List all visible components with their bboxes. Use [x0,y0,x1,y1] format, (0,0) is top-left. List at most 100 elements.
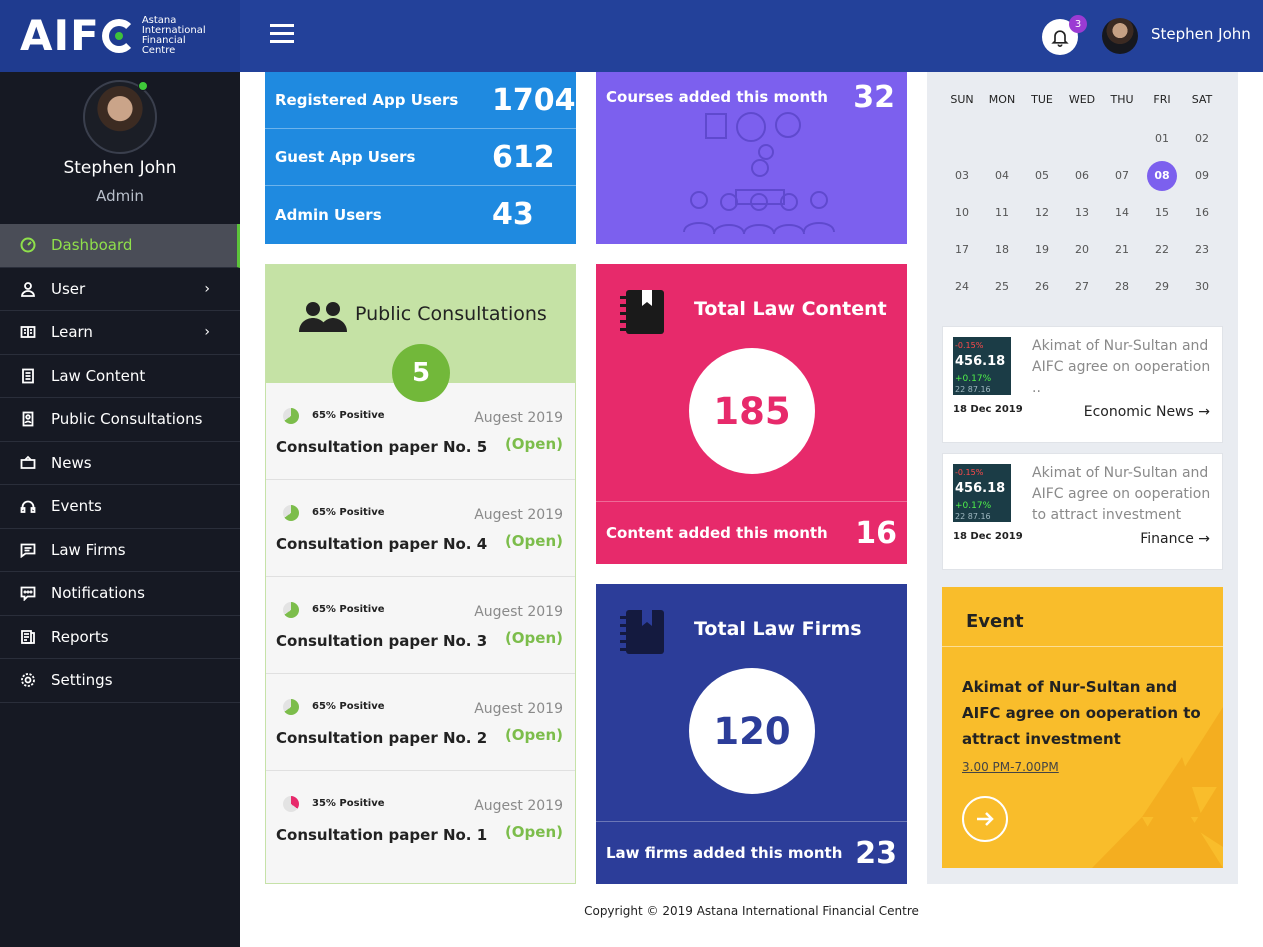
sidebar-item-dashboard[interactable]: Dashboard [0,224,240,268]
event-title: Akimat of Nur-Sultan and AIFC agree on o… [962,678,1201,748]
sidebar-item-label: Events [51,497,102,516]
sidebar-item-label: Notifications [51,584,145,603]
calendar-day[interactable]: 28 [1102,268,1142,305]
calendar-day[interactable]: 07 [1102,157,1142,194]
sidebar-item-law-firms[interactable]: Law Firms [0,529,240,572]
calendar-grid: 01 02 03 04 05 06 07 08 09 10 11 12 13 14 15 16 17 18 19 20… [942,120,1223,305]
document-icon [20,368,36,384]
calendar-day-number: 25 [995,280,1009,293]
calendar-day[interactable]: 18 [982,231,1022,268]
calendar-day[interactable]: 08 [1142,157,1182,194]
calendar-day[interactable]: 25 [982,268,1022,305]
sidebar-item-user[interactable]: User › [0,268,240,311]
news-thumbnail: -0.15% 456.18 +0.17% 22 87.16 [953,337,1011,395]
calendar-day[interactable]: 10 [942,194,982,231]
user-avatar[interactable] [1102,18,1138,54]
calendar-day-number: 13 [1075,206,1089,219]
firm-icon [20,542,36,558]
sidebar-item-notifications[interactable]: Notifications [0,572,240,616]
consultation-date: Augest 2019 [474,410,563,426]
calendar-day-number: 19 [1035,243,1049,256]
calendar-day-number: 16 [1195,206,1209,219]
sidebar-item-events[interactable]: Events [0,485,240,529]
calendar-day[interactable]: 22 [1142,231,1182,268]
calendar-day[interactable]: 12 [1022,194,1062,231]
calendar-day[interactable]: 20 [1062,231,1102,268]
calendar-day[interactable]: 11 [982,194,1022,231]
consultation-title: Consultation paper No. 2 [276,729,488,747]
news-category-link[interactable]: Finance → [1140,531,1210,547]
calendar-day[interactable]: 30 [1182,268,1222,305]
calendar-day[interactable]: 13 [1062,194,1102,231]
consultation-item[interactable]: 65% Positive Augest 2019 Consultation pape… [266,383,575,480]
sidebar-item-law-content[interactable]: Law Content [0,355,240,398]
law-content-footer-value: 16 [855,515,897,551]
stat-label: Admin Users [275,205,382,224]
header-username[interactable]: Stephen John [1151,25,1251,43]
consultation-item[interactable]: 65% Positive Augest 2019 Consultation pape… [266,674,575,771]
calendar-day[interactable]: 17 [942,231,982,268]
sidebar-item-news[interactable]: News [0,442,240,485]
calendar-day[interactable]: 16 [1182,194,1222,231]
courses-card[interactable]: Courses added this month 32 [596,72,907,244]
sidebar-item-reports[interactable]: Reports [0,616,240,659]
calendar-day[interactable]: 06 [1062,157,1102,194]
calendar-day[interactable]: 09 [1182,157,1222,194]
calendar-day-number: 21 [1115,243,1129,256]
event-open-button[interactable] [962,796,1008,842]
sidebar-item-label: News [51,453,92,472]
calendar-day[interactable]: 29 [1142,268,1182,305]
calendar-day[interactable]: 05 [1022,157,1062,194]
sidebar-item-settings[interactable]: Settings [0,659,240,703]
news-category-link[interactable]: Economic News → [1084,404,1210,420]
calendar-empty-cell [1022,120,1062,157]
calendar-empty-cell [1062,120,1102,157]
calendar-day[interactable]: 15 [1142,194,1182,231]
calendar-day[interactable]: 24 [942,268,982,305]
logo[interactable]: AIF Astana International Financial Centr… [0,0,240,72]
chevron-right-icon: › [204,280,210,297]
calendar-day[interactable]: 21 [1102,231,1142,268]
calendar-weekday: FRI [1153,93,1171,106]
calendar-day[interactable]: 23 [1182,231,1222,268]
consultation-item[interactable]: 65% Positive Augest 2019 Consultation pape… [266,577,575,674]
calendar-day[interactable]: 04 [982,157,1022,194]
calendar-day[interactable]: 19 [1022,231,1062,268]
calendar-day[interactable]: 03 [942,157,982,194]
profile-name: Stephen John [63,158,177,178]
consultation-status: (Open) [504,726,563,744]
ticker-price: 22 87.16 [955,385,991,394]
ticker-price: 22 87.16 [955,512,991,521]
sidebar-item-public-consultations[interactable]: Public Consultations [0,398,240,442]
calendar-day-number: 02 [1195,132,1209,145]
consultation-item[interactable]: 35% Positive Augest 2019 Consultation pape… [266,771,575,868]
ticker-change: +0.17% [955,374,992,384]
law-firms-card[interactable]: Total Law Firms 120 Law firms added this… [596,584,907,884]
calendar-day-number: 04 [995,169,1009,182]
calendar-day-number: 07 [1115,169,1129,182]
calendar-day-number: 17 [955,243,969,256]
stat-admin-users[interactable]: Admin Users 43 [265,186,576,243]
news-icon [20,455,36,471]
calendar-day-number: 26 [1035,280,1049,293]
hamburger-icon [270,24,294,27]
calendar-day[interactable]: 01 [1142,120,1182,157]
calendar-day[interactable]: 26 [1022,268,1062,305]
sidebar-item-learn[interactable]: Learn › [0,311,240,355]
calendar-day-number: 22 [1155,243,1169,256]
calendar-day[interactable]: 27 [1062,268,1102,305]
stat-guest-users[interactable]: Guest App Users 612 [265,129,576,186]
consultation-item[interactable]: 65% Positive Augest 2019 Consultation pape… [266,480,575,577]
calendar-day-number: 01 [1155,132,1169,145]
law-content-card[interactable]: Total Law Content 185 Content added this… [596,264,907,564]
menu-toggle-button[interactable] [270,24,294,46]
news-card[interactable]: -0.15% 456.18 +0.17% 22 87.16 18 Dec 201… [942,453,1223,570]
news-card[interactable]: -0.15% 456.18 +0.17% 22 87.16 18 Dec 201… [942,326,1223,443]
stat-registered-users[interactable]: Registered App Users 1704 [265,72,576,129]
calendar-day[interactable]: 02 [1182,120,1222,157]
calendar-day[interactable]: 14 [1102,194,1142,231]
consultation-date: Augest 2019 [474,798,563,814]
calendar-day-number: 27 [1075,280,1089,293]
users-group-icon [299,302,347,332]
positive-percentage: 65% Positive [312,410,385,421]
